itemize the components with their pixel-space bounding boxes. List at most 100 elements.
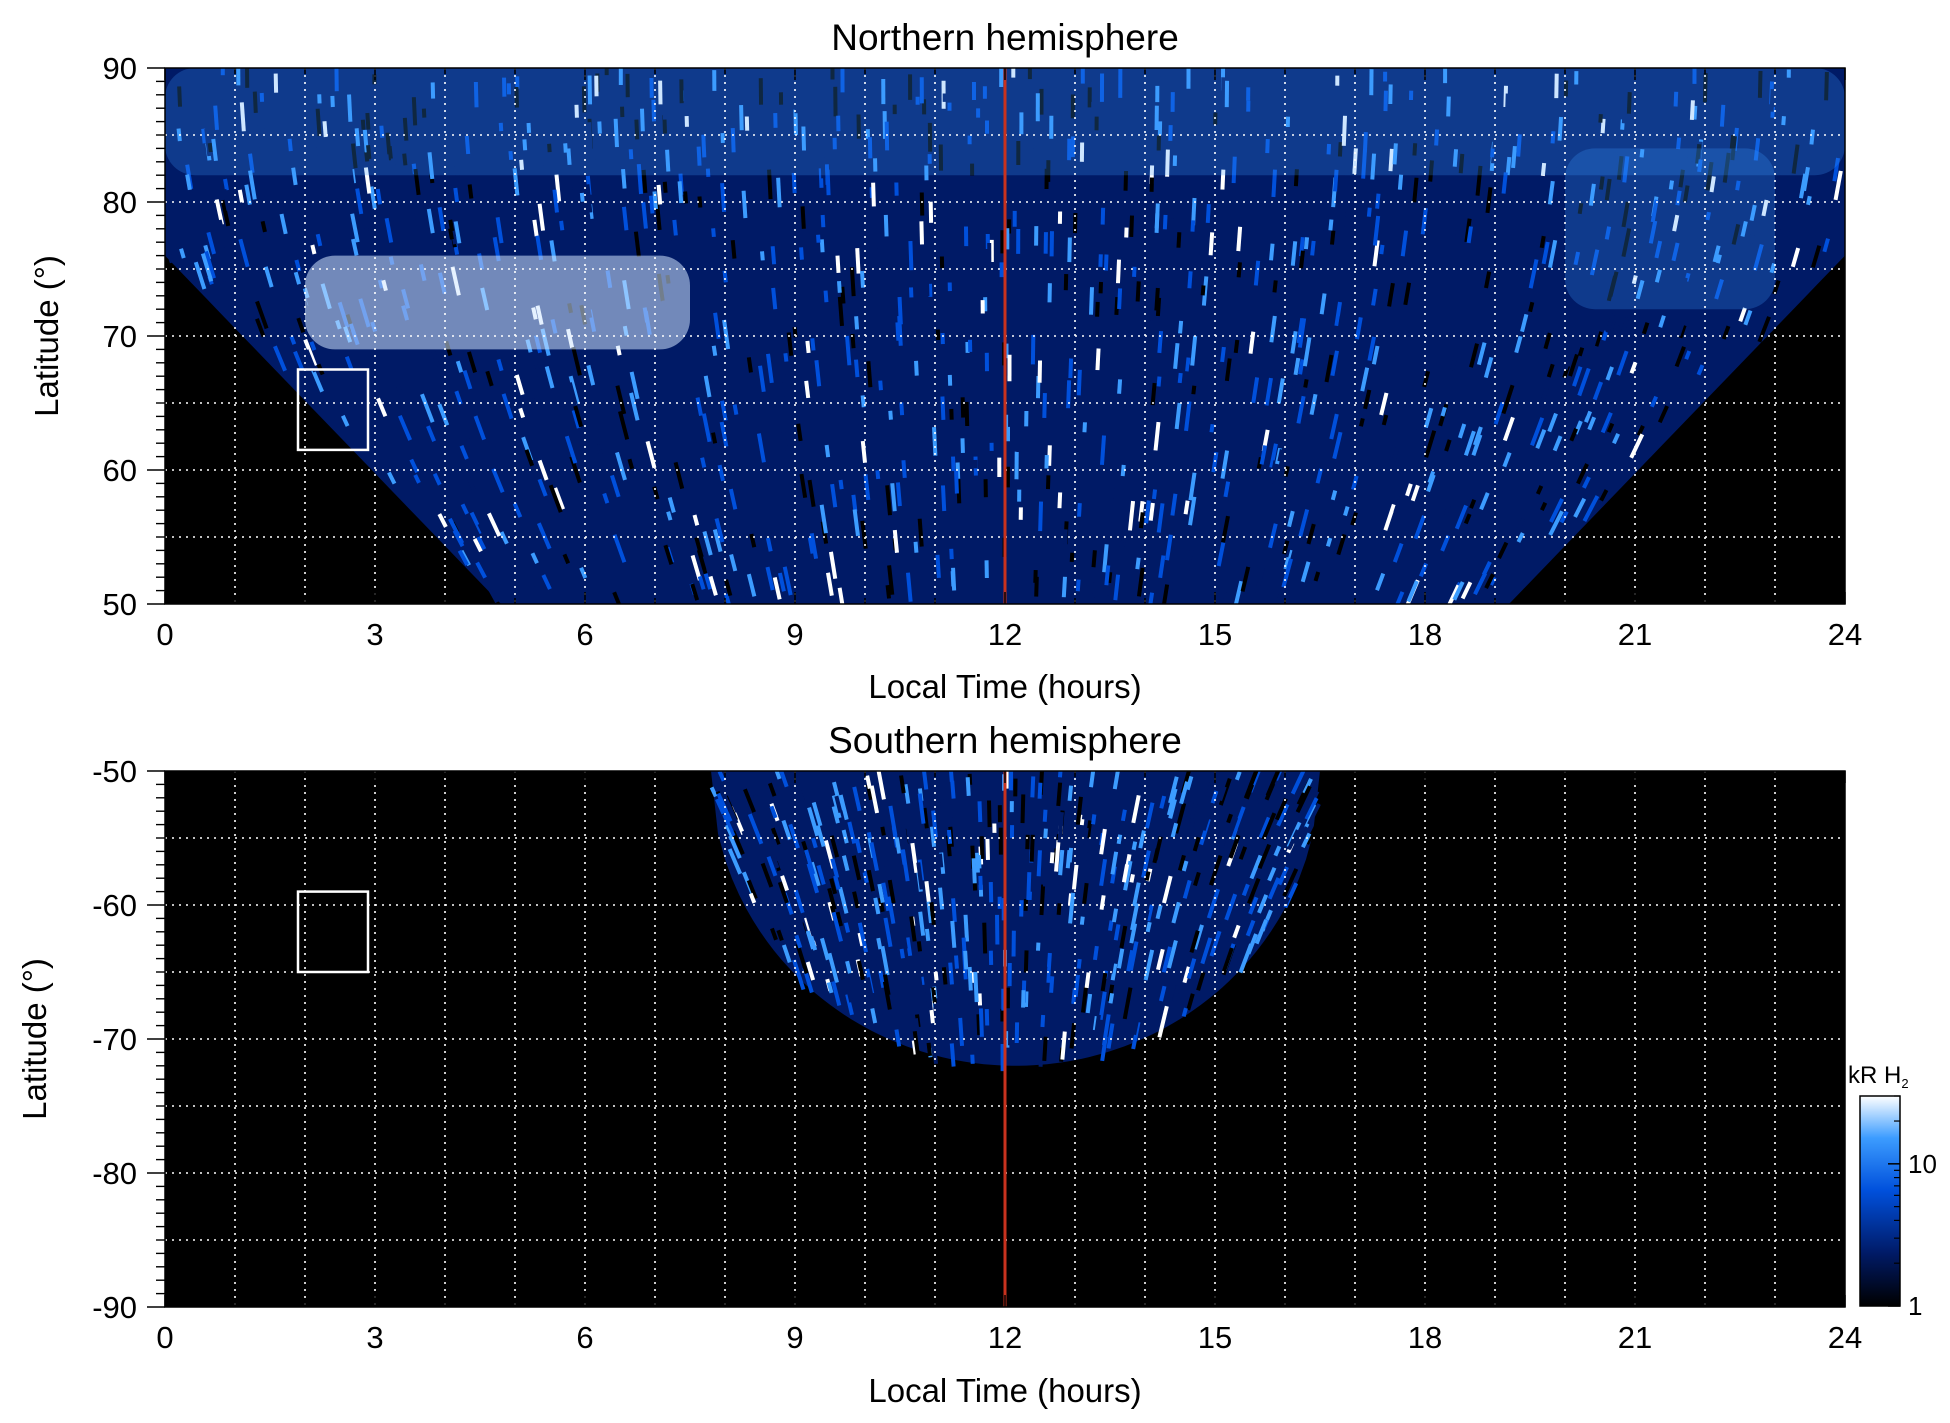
north-emission-streak <box>557 76 563 101</box>
north-emission-streak <box>1110 522 1116 533</box>
north-y-tick-label: 70 <box>103 319 137 354</box>
south-emission-streak <box>876 771 886 800</box>
south-emission-streak <box>794 934 803 949</box>
north-emission-streak <box>1388 84 1393 105</box>
north-emission-streak <box>494 138 500 155</box>
north-emission-streak <box>488 588 499 604</box>
north-emission-streak <box>1299 250 1305 269</box>
south-emission-streak <box>831 980 842 1007</box>
north-emission-streak <box>1190 113 1195 130</box>
north-emission-streak <box>1547 239 1558 269</box>
north-emission-streak <box>375 188 383 205</box>
north-emission-streak <box>1476 342 1487 366</box>
north-emission-streak <box>1075 579 1081 592</box>
north-emission-streak <box>1000 230 1005 254</box>
north-emission-streak <box>744 116 750 131</box>
north-emission-streak <box>1405 483 1413 497</box>
north-emission-streak <box>892 104 897 115</box>
south-emission-streak <box>1153 836 1163 861</box>
north-emission-streak <box>293 271 302 285</box>
north-emission-streak <box>1573 251 1581 266</box>
north-emission-streak <box>782 566 793 596</box>
north-emission-streak <box>951 390 957 403</box>
north-emission-streak <box>1183 500 1190 515</box>
north-emission-streak <box>932 427 938 456</box>
north-emission-streak <box>185 174 192 191</box>
north-emission-streak <box>949 128 954 146</box>
north-emission-streak <box>1080 68 1085 84</box>
south-emission-streak <box>1145 921 1152 933</box>
north-emission-streak <box>1115 529 1122 549</box>
north-emission-streak <box>1511 145 1517 169</box>
south-emission-streak <box>1122 987 1133 1020</box>
north-feature-2 <box>1565 148 1775 310</box>
north-emission-streak <box>1731 223 1741 245</box>
north-emission-streak <box>1702 73 1708 103</box>
north-emission-streak <box>863 474 871 501</box>
north-emission-streak <box>508 150 514 160</box>
north-emission-streak <box>1366 207 1372 217</box>
north-emission-streak <box>1677 277 1688 302</box>
north-emission-streak <box>1062 529 1068 545</box>
north-emission-streak <box>1651 354 1666 383</box>
north-emission-streak <box>1592 381 1604 401</box>
north-emission-streak <box>1452 149 1459 167</box>
south-emission-streak <box>1287 829 1300 850</box>
north-emission-streak <box>1067 138 1072 161</box>
north-emission-streak <box>311 369 324 393</box>
south-emission-streak <box>1224 893 1238 921</box>
north-emission-streak <box>1484 573 1495 589</box>
north-emission-streak <box>1535 429 1547 449</box>
south-emission-streak <box>865 775 872 789</box>
south-emission-streak <box>901 824 909 846</box>
south-panel: Southern hemisphere 0 3 6 9 12 15 18 21 24 -90 -8… <box>16 720 1862 1409</box>
north-emission-streak <box>690 554 702 581</box>
north-emission-streak <box>587 122 593 151</box>
north-emission-streak <box>756 433 766 463</box>
north-emission-streak <box>587 75 593 105</box>
north-emission-streak <box>1616 350 1629 376</box>
north-emission-streak <box>665 149 671 172</box>
south-emission-streak <box>1211 822 1222 842</box>
north-emission-streak <box>963 226 969 247</box>
south-emission-streak <box>938 887 945 910</box>
south-x-tick-label: 18 <box>1408 1320 1442 1355</box>
north-x-tick-label: 21 <box>1618 617 1652 652</box>
north-emission-streak <box>1604 178 1612 201</box>
north-emission-streak <box>777 572 786 592</box>
north-emission-streak <box>1612 321 1620 332</box>
south-emission-streak <box>746 879 758 900</box>
north-emission-streak <box>851 494 858 512</box>
north-emission-streak <box>837 587 847 604</box>
south-emission-streak <box>826 981 834 994</box>
south-emission-streak <box>753 793 761 805</box>
north-emission-streak <box>1095 348 1101 371</box>
north-emission-streak <box>1475 165 1483 196</box>
north-emission-streak <box>1621 107 1627 124</box>
north-xlabel: Local Time (hours) <box>868 668 1141 705</box>
north-emission-streak <box>278 203 286 216</box>
north-emission-streak <box>878 380 883 391</box>
north-emission-streak <box>432 472 442 486</box>
north-emission-streak <box>1201 276 1209 306</box>
south-emission-streak <box>1049 852 1055 864</box>
north-emission-streak <box>720 400 728 421</box>
north-emission-streak <box>1099 73 1105 102</box>
south-emission-streak <box>1009 801 1014 813</box>
south-emission-streak <box>916 862 924 890</box>
south-emission-streak <box>877 883 885 904</box>
north-emission-streak <box>1424 430 1437 458</box>
north-emission-streak <box>828 551 838 580</box>
north-emission-streak <box>1668 180 1675 190</box>
north-emission-streak <box>1156 376 1162 387</box>
south-emission-streak <box>814 850 821 860</box>
north-emission-streak <box>1483 356 1494 379</box>
north-emission-streak <box>1076 502 1082 517</box>
south-emission-streak <box>899 948 905 959</box>
north-emission-streak <box>376 397 388 418</box>
north-emission-streak <box>1343 506 1350 517</box>
north-emission-streak <box>1303 379 1309 388</box>
north-emission-streak <box>1761 199 1769 217</box>
south-emission-streak <box>1218 786 1227 802</box>
north-emission-streak <box>1285 116 1291 128</box>
